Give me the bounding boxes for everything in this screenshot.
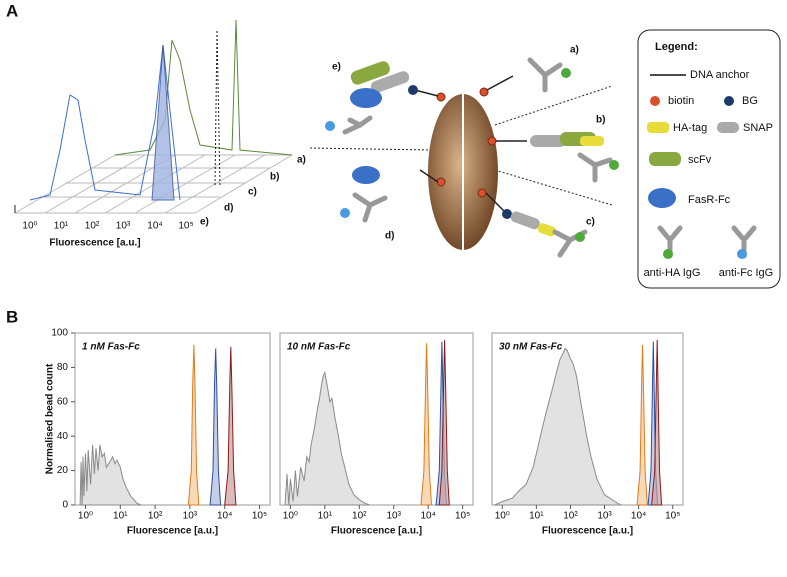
- legend-label: SNAP: [743, 122, 773, 134]
- diagram-label: d): [385, 231, 394, 242]
- diagram-label: e): [332, 62, 341, 73]
- tick-label: 10¹: [54, 221, 69, 232]
- tick-label: 10⁰: [22, 221, 37, 232]
- axis-label: Fluorescence [a.u.]: [49, 238, 140, 249]
- panel-label: A: [6, 1, 18, 20]
- y-tick-label: 40: [57, 431, 69, 442]
- histogram-area: [79, 444, 142, 506]
- trace-label: e): [200, 217, 209, 228]
- histogram-area: [209, 348, 222, 506]
- x-tick-label: 10⁵: [455, 511, 470, 522]
- x-tick-label: 10²: [352, 511, 367, 522]
- x-tick-label: 10⁵: [665, 511, 680, 522]
- trace-label: b): [270, 172, 279, 183]
- legend-swatch: [724, 96, 734, 106]
- x-tick-label: 10²: [148, 511, 163, 522]
- legend-swatch: [717, 122, 739, 133]
- x-tick-label: 10³: [183, 511, 198, 522]
- bead-diagram: [309, 57, 619, 258]
- trace-label: c): [248, 187, 257, 198]
- tick-label: 10⁵: [178, 221, 193, 232]
- panel-label: B: [6, 307, 18, 326]
- histogram-3d: [14, 19, 293, 214]
- x-axis-label: Fluorescence [a.u.]: [542, 526, 633, 537]
- diagram-label: c): [586, 217, 595, 228]
- x-tick-label: 10³: [386, 511, 401, 522]
- x-tick-label: 10⁴: [631, 511, 646, 522]
- x-axis-label: Fluorescence [a.u.]: [331, 526, 422, 537]
- histogram-area: [636, 344, 648, 506]
- histogram-area: [420, 343, 433, 506]
- legend-swatch: [649, 152, 681, 166]
- chart-title: 1 nM Fas-Fc: [82, 342, 140, 353]
- legend-swatch: [650, 96, 660, 106]
- legend-swatch: [737, 249, 747, 259]
- legend-label: BG: [742, 95, 758, 107]
- legend-box: [637, 29, 781, 289]
- x-axis-label: Fluorescence [a.u.]: [127, 526, 218, 537]
- trace-label: a): [297, 155, 306, 166]
- x-tick-label: 10¹: [529, 511, 544, 522]
- x-tick-label: 10⁴: [217, 511, 232, 522]
- x-tick-label: 10⁵: [252, 511, 267, 522]
- legend-swatch: [647, 122, 669, 133]
- legend-label: anti-HA IgG: [644, 267, 701, 279]
- histogram-area: [224, 346, 237, 506]
- x-tick-label: 10⁰: [78, 511, 93, 522]
- tick-label: 10²: [85, 221, 100, 232]
- legend-swatch: [663, 249, 673, 259]
- legend-swatch: [648, 188, 676, 208]
- histogram-area: [494, 347, 623, 506]
- y-tick-label: 80: [57, 362, 69, 373]
- x-tick-label: 10³: [597, 511, 612, 522]
- legend-label: scFv: [688, 154, 712, 166]
- chart-title: 10 nM Fas-Fc: [287, 342, 351, 353]
- trace-label: d): [224, 203, 233, 214]
- diagram-label: a): [570, 45, 579, 56]
- x-tick-label: 10²: [563, 511, 578, 522]
- tick-label: 10⁴: [147, 221, 162, 232]
- legend-label: DNA anchor: [690, 69, 750, 81]
- y-tick-label: 20: [57, 465, 69, 476]
- plot-frame: [74, 332, 271, 506]
- histogram-area: [187, 344, 200, 506]
- plot-frame: [279, 332, 474, 506]
- tick-label: 10³: [116, 221, 131, 232]
- legend-label: biotin: [668, 95, 694, 107]
- histogram-area: [438, 339, 450, 506]
- diagram-label: b): [596, 115, 605, 126]
- x-tick-label: 10¹: [318, 511, 333, 522]
- legend-label: anti-Fc IgG: [719, 267, 773, 279]
- x-tick-label: 10⁴: [420, 511, 435, 522]
- y-tick-label: 60: [57, 396, 69, 407]
- histogram-area: [284, 370, 370, 506]
- x-tick-label: 10⁰: [283, 511, 298, 522]
- x-tick-label: 10⁰: [495, 511, 510, 522]
- y-tick-label: 0: [62, 500, 68, 511]
- histogram-area: [651, 339, 663, 506]
- y-tick-label: 100: [51, 328, 68, 339]
- legend-title: Legend:: [655, 41, 698, 53]
- legend-label: HA-tag: [673, 122, 707, 134]
- x-tick-label: 10¹: [113, 511, 128, 522]
- chart-title: 30 nM Fas-Fc: [499, 342, 563, 353]
- legend-label: FasR-Fc: [688, 194, 731, 206]
- y-axis-label: Normalised bead count: [45, 363, 56, 474]
